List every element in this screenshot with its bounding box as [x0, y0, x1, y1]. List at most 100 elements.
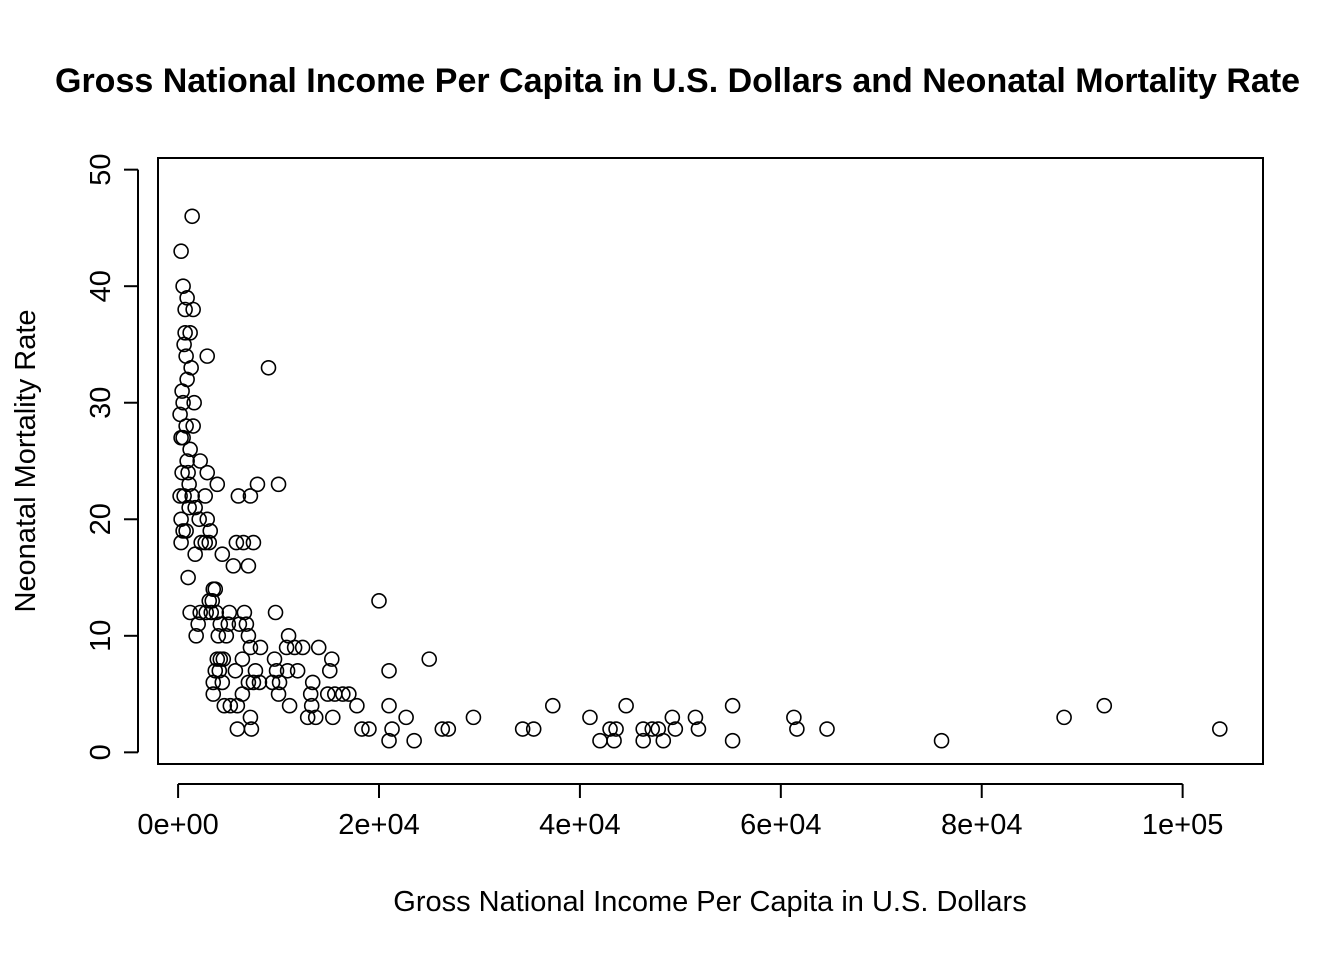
data-point: [361, 721, 377, 737]
data-point: [266, 651, 283, 667]
data-point: [319, 686, 336, 702]
data-point: [440, 721, 457, 737]
data-point: [245, 534, 262, 551]
data-point: [335, 686, 351, 702]
data-point: [220, 616, 237, 632]
data-point: [207, 662, 224, 679]
data-point: [655, 732, 672, 749]
data-point: [186, 394, 202, 411]
data-point: [238, 616, 255, 632]
data-point: [182, 604, 198, 621]
data-point: [205, 674, 222, 691]
data-point: [174, 464, 190, 481]
data-point: [187, 499, 203, 516]
data-point: [191, 511, 207, 528]
data-point: [286, 639, 303, 656]
data-point: [210, 628, 227, 644]
data-point: [215, 651, 232, 667]
data-point: [635, 732, 651, 749]
chart-title: Gross National Income Per Capita in U.S.…: [55, 62, 1300, 100]
data-point: [177, 325, 193, 341]
data-point: [281, 697, 298, 714]
data-point: [218, 628, 235, 644]
data-point: [197, 488, 214, 504]
data-point: [933, 732, 950, 749]
data-point: [231, 616, 248, 632]
data-point: [175, 429, 191, 446]
data-point: [175, 394, 191, 411]
data-point: [252, 639, 269, 656]
data-point: [240, 628, 257, 644]
data-point: [341, 686, 357, 702]
x-tick-label: 8e+04: [941, 809, 1022, 841]
data-point: [187, 546, 203, 563]
data-point: [724, 697, 741, 714]
data-point: [243, 721, 260, 737]
data-point: [618, 697, 634, 714]
data-point: [185, 301, 201, 318]
data-point: [175, 278, 191, 294]
data-point: [381, 697, 397, 714]
data-point: [294, 639, 311, 656]
data-point: [354, 721, 370, 737]
data-point: [289, 662, 306, 679]
data-point: [270, 686, 287, 702]
data-point: [310, 639, 327, 656]
data-point: [270, 476, 287, 493]
data-point: [216, 697, 233, 714]
data-point: [349, 697, 365, 714]
data-point: [592, 732, 608, 749]
data-point: [199, 464, 216, 481]
data-point: [247, 662, 264, 679]
x-axis-label: Gross National Income Per Capita in U.S.…: [393, 886, 1026, 918]
data-point: [209, 476, 226, 493]
data-point: [229, 697, 246, 714]
data-point: [302, 686, 319, 702]
data-point: [381, 662, 397, 679]
data-point: [544, 697, 561, 714]
data-point: [323, 651, 340, 667]
data-point: [177, 301, 193, 318]
data-point: [1096, 697, 1113, 714]
data-point: [242, 639, 259, 656]
data-point: [208, 604, 225, 621]
data-point: [180, 569, 196, 586]
data-point: [180, 464, 196, 481]
data-points: [172, 208, 1228, 749]
data-point: [582, 709, 598, 726]
data-point: [197, 534, 214, 551]
data-point: [185, 418, 201, 434]
plot-frame: [157, 157, 1264, 765]
x-axis: 0e+00 2e+04 4e+04 6e+04 8e+04 1e+05: [137, 783, 1223, 841]
data-point: [221, 604, 238, 621]
data-point: [406, 732, 422, 749]
data-point: [176, 336, 192, 353]
data-point: [184, 488, 200, 504]
data-point: [1212, 721, 1228, 737]
data-point: [307, 709, 324, 726]
data-point: [608, 721, 624, 737]
data-point: [602, 721, 618, 737]
data-point: [279, 662, 296, 679]
data-point: [1056, 709, 1072, 726]
data-point: [229, 721, 246, 737]
data-point: [303, 697, 320, 714]
x-tick-label: 1e+05: [1142, 809, 1223, 841]
data-point: [249, 476, 266, 493]
data-point: [227, 662, 244, 679]
data-point: [724, 732, 741, 749]
data-point: [819, 721, 835, 737]
y-tick-label: 50: [85, 154, 117, 186]
data-point: [667, 721, 684, 737]
data-point: [644, 721, 661, 737]
data-point: [267, 604, 284, 621]
data-point: [190, 616, 206, 632]
x-tick-label: 6e+04: [740, 809, 821, 841]
y-tick-label: 20: [85, 503, 117, 535]
data-point: [173, 534, 189, 551]
data-point: [514, 721, 531, 737]
data-point: [268, 662, 285, 679]
data-point: [203, 604, 220, 621]
data-point: [381, 732, 397, 749]
